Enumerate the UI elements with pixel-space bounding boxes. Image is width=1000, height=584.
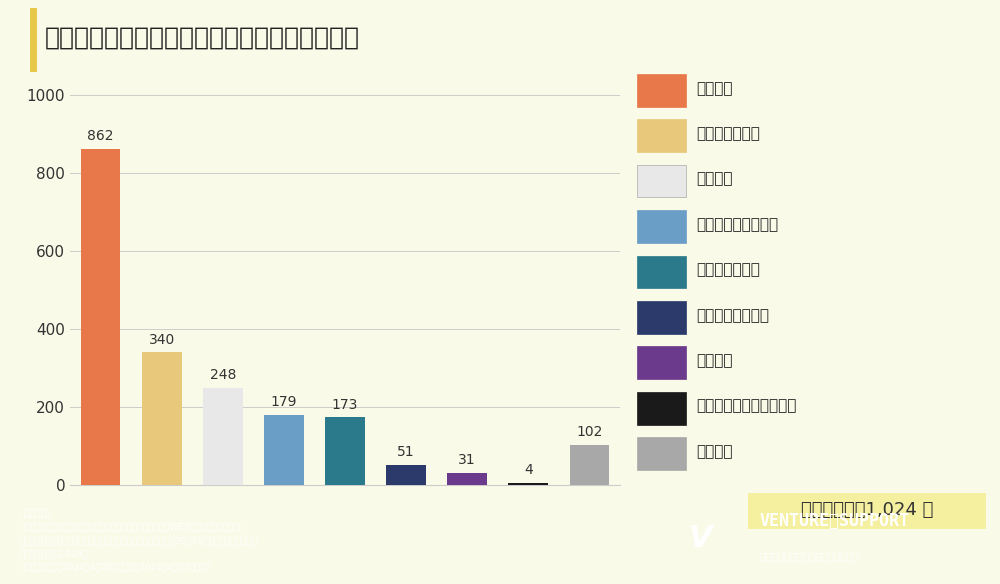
Text: 有効回答数：1,024 人: 有効回答数：1,024 人 [801,501,933,519]
Text: 子どもなどからの仕送り: 子どもなどからの仕送り [697,399,797,413]
Text: 老後の収入源を教えてください（複数回答可）: 老後の収入源を教えてください（複数回答可） [45,26,360,50]
FancyBboxPatch shape [637,256,686,288]
Text: 自身の金融資産: 自身の金融資産 [697,126,760,141]
Text: 生活保護: 生活保護 [697,353,733,369]
Bar [447,472,487,485]
Bar [748,493,986,529]
Text: 投資などの不労所得: 投資などの不労所得 [697,217,779,232]
Text: 51: 51 [397,445,415,459]
FancyBboxPatch shape [637,210,686,243]
Text: V: V [688,524,712,553]
Text: 就労による収入: 就労による収入 [697,262,760,277]
Text: 親など家族の遺産: 親など家族の遺産 [697,308,770,323]
FancyBboxPatch shape [637,392,686,425]
Bar [386,465,426,485]
Bar [203,388,243,485]
Bar [570,445,609,485]
Text: 私的年金: 私的年金 [697,172,733,186]
Bar [264,415,304,485]
Text: 340: 340 [149,332,175,346]
Text: 102: 102 [576,425,603,439]
Text: 248: 248 [210,369,236,383]
FancyBboxPatch shape [637,346,686,379]
Text: 173: 173 [332,398,358,412]
Text: 公的年金: 公的年金 [697,81,733,96]
FancyBboxPatch shape [637,437,686,470]
Text: VENTURE－SUPPORT: VENTURE－SUPPORT [760,512,910,530]
Text: ベンチャーサポート相続税理士法人: ベンチャーサポート相続税理士法人 [760,551,860,561]
Bar [508,483,548,485]
Text: 特にない: 特にない [697,444,733,459]
FancyBboxPatch shape [637,165,686,197]
FancyBboxPatch shape [637,119,686,152]
Text: 4: 4 [524,463,533,477]
Bar [81,149,120,485]
FancyBboxPatch shape [637,301,686,333]
Bar [30,8,37,72]
Bar [325,418,365,485]
FancyBboxPatch shape [637,74,686,107]
Text: 31: 31 [458,453,476,467]
Bar [142,352,182,485]
Text: ＜調査概要＞
・調査方法：ゼネラルリサーチ株式会社のモニターを利用したWEBアンケート方式で実施
・調査の対象：ゼネラルリサーチ社登録モニターのうち、全国の30: ＜調査概要＞ ・調査方法：ゼネラルリサーチ株式会社のモニターを利用したWEBアン… [20,509,258,571]
Text: 862: 862 [87,129,114,143]
Text: 179: 179 [271,395,297,409]
